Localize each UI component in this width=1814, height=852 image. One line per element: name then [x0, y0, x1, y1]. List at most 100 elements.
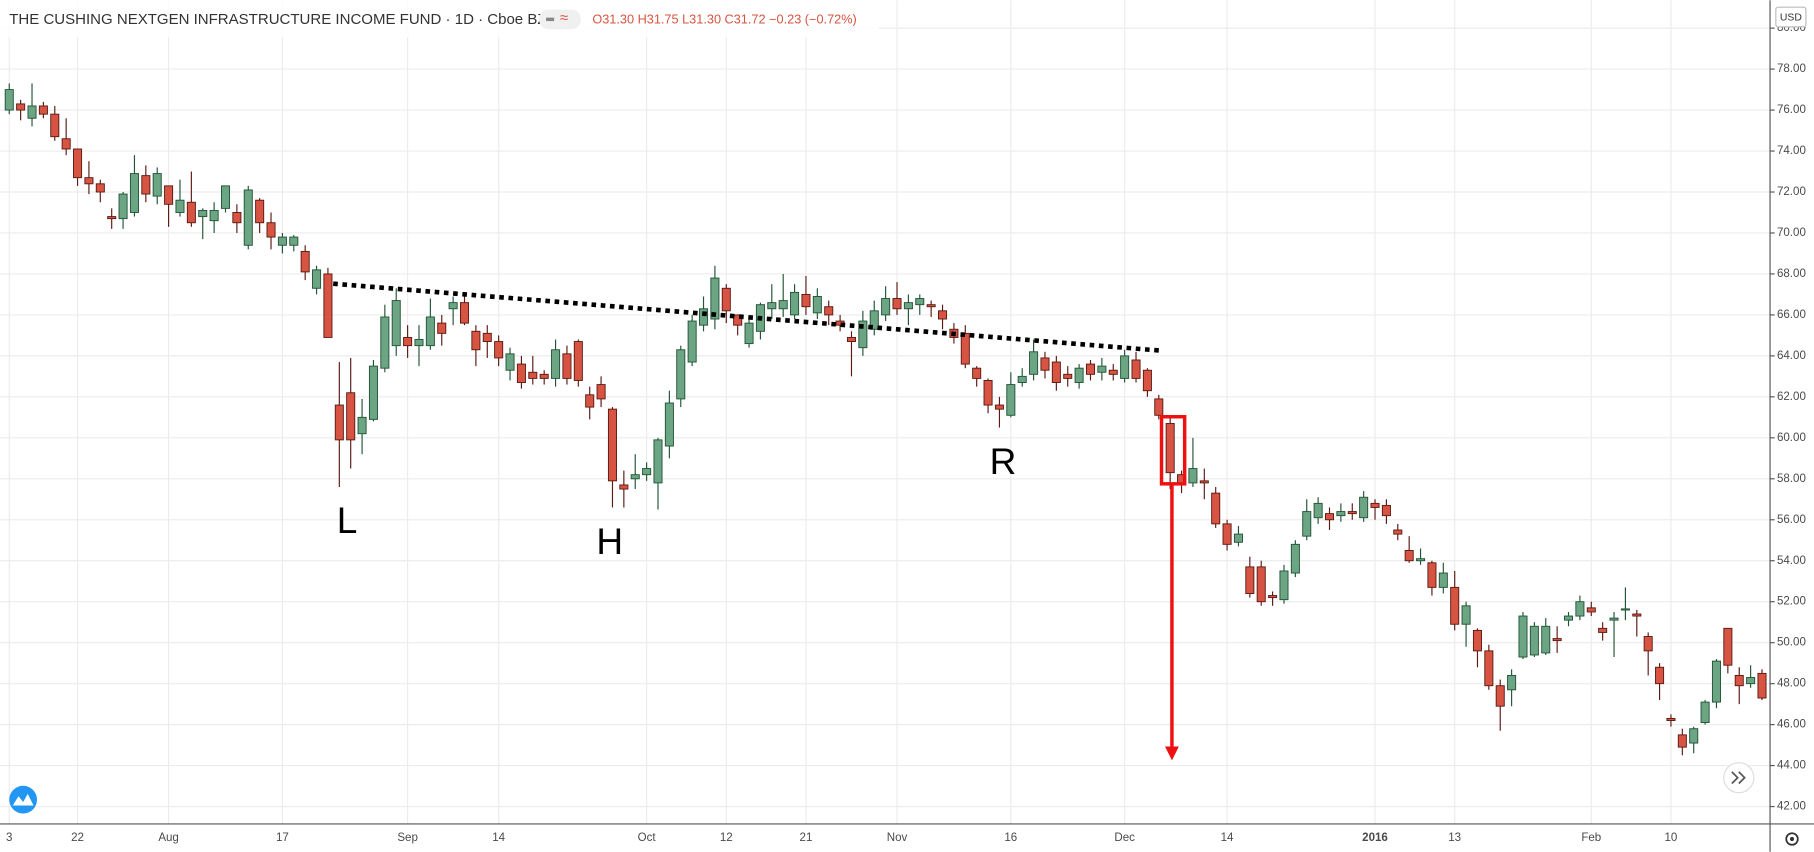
scroll-icon	[1731, 771, 1746, 785]
candle-body	[1711, 660, 1721, 703]
x-tick-label: Dec	[1114, 832, 1135, 844]
y-tick-label: 76.00	[1777, 104, 1806, 116]
y-tick-label: 72.00	[1777, 186, 1806, 198]
candle-body	[334, 404, 344, 441]
x-tick-label: Sep	[397, 832, 418, 844]
candle-body	[1472, 629, 1482, 652]
candle-body	[1131, 359, 1141, 379]
candle-body	[1723, 627, 1733, 666]
candle-body	[994, 404, 1004, 410]
candle-body	[699, 308, 709, 326]
candle-body	[1359, 496, 1369, 519]
candle-body	[1518, 615, 1528, 658]
y-tick-label: 54.00	[1777, 555, 1806, 567]
candle-body	[1154, 398, 1164, 416]
gear-center	[1789, 836, 1795, 842]
candle-body	[1268, 595, 1278, 599]
y-tick-label: 66.00	[1777, 309, 1806, 321]
candle-body	[1211, 492, 1221, 525]
candle-body	[1063, 373, 1073, 379]
x-tick-label: 22	[71, 832, 84, 844]
candle-body	[448, 302, 458, 310]
candle-body	[152, 173, 162, 197]
candle-body	[1529, 625, 1539, 656]
candle-body	[972, 367, 982, 379]
candle-body	[1484, 650, 1494, 687]
candle-body	[642, 468, 652, 476]
candle-body	[1074, 367, 1084, 383]
candle-body	[118, 193, 128, 220]
candle-body	[16, 103, 26, 111]
logo-circle[interactable]	[9, 785, 38, 814]
candle-body	[881, 298, 891, 316]
candle-body	[1199, 480, 1209, 484]
candle-body	[528, 371, 538, 379]
candle-body	[1029, 351, 1039, 375]
candle-body	[1085, 363, 1096, 375]
candle-body	[1040, 357, 1050, 371]
candle-body	[1746, 677, 1756, 685]
header-bg	[0, 0, 880, 38]
candle-body	[471, 330, 481, 351]
candle-body	[778, 300, 788, 310]
candle-body	[1256, 566, 1266, 603]
candle-body	[710, 277, 720, 320]
candle-body	[4, 89, 14, 111]
candle-body	[175, 199, 185, 213]
candle-body	[312, 269, 322, 289]
candle-body	[1120, 355, 1130, 379]
candle-body	[1598, 627, 1608, 633]
candle-body	[1302, 511, 1312, 537]
gear[interactable]	[1785, 832, 1799, 846]
candle-body	[585, 394, 595, 408]
y-tick-label: 46.00	[1777, 719, 1806, 731]
candle-body	[1541, 625, 1551, 654]
candle-body	[983, 380, 993, 406]
candle-body	[1404, 550, 1414, 562]
candle-body	[573, 341, 583, 381]
x-tick-label: Oct	[638, 832, 657, 844]
series-toggle[interactable]: ≈	[539, 9, 581, 30]
y-tick-label: 74.00	[1777, 145, 1806, 157]
candle-body	[73, 148, 83, 179]
ohlc-legend: O31.30 H31.75 L31.30 C31.72 −0.23 (−0.72…	[592, 11, 856, 26]
candle-body	[323, 273, 333, 338]
candle-body	[1552, 638, 1562, 642]
pattern-label: L	[337, 499, 358, 541]
candle-body	[1108, 369, 1118, 375]
y-tick-label: 42.00	[1777, 801, 1806, 813]
candle-body	[1700, 701, 1710, 724]
candle-body	[198, 209, 208, 218]
candle-body	[1165, 423, 1175, 474]
toggle-pill[interactable]	[539, 9, 581, 30]
candle-body	[1222, 523, 1232, 545]
x-tick-label: 21	[800, 832, 813, 844]
candle-body	[607, 408, 617, 482]
candle-body	[1461, 605, 1471, 625]
candle-body	[1564, 615, 1574, 621]
candle-body	[460, 302, 470, 324]
logo[interactable]	[9, 785, 38, 814]
candle-body	[50, 113, 60, 138]
x-tick-label: 10	[1665, 832, 1678, 844]
candle-body	[630, 474, 640, 480]
settings-button[interactable]	[1785, 832, 1799, 846]
candle-body	[1347, 511, 1357, 515]
axes: 42.00 44.00 46.00 48.00 50.00 52.00 54.00 56.00…	[6, 22, 1806, 844]
pattern-label: R	[990, 440, 1017, 482]
x-tick-label: 2016	[1362, 832, 1388, 844]
currency-label: USD	[1780, 12, 1802, 23]
candle-body	[551, 349, 561, 379]
candle-body	[403, 336, 413, 347]
candle-body	[539, 373, 549, 379]
y-tick-label: 68.00	[1777, 268, 1806, 280]
x-tick-label: Feb	[1581, 832, 1601, 844]
candle-body	[1324, 513, 1335, 521]
candle-body	[1575, 601, 1585, 617]
scroll-button[interactable]	[1723, 762, 1755, 794]
x-tick-label: Nov	[887, 832, 908, 844]
candle-body	[938, 310, 948, 320]
candle-body	[243, 189, 253, 246]
candle-body	[653, 439, 663, 484]
